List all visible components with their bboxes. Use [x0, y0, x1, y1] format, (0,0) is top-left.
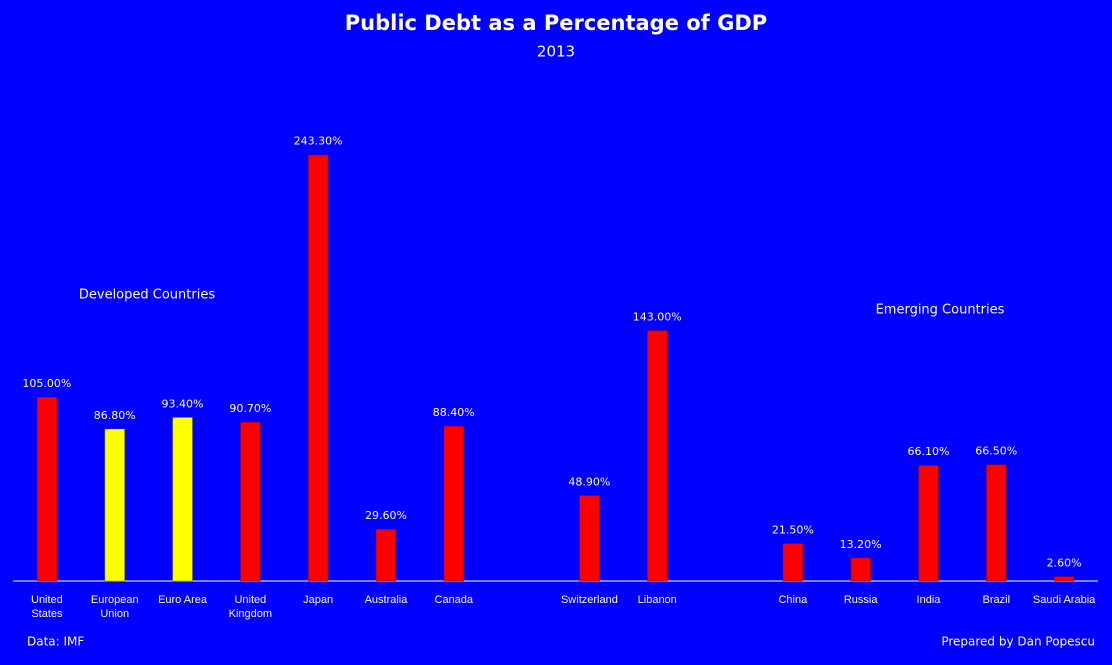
bar [850, 557, 872, 582]
data-label: 93.40% [162, 397, 204, 410]
x-tick-label: Euro Area [158, 594, 207, 606]
annotation: Developed Countries [79, 288, 215, 303]
data-label: 88.40% [433, 406, 475, 419]
x-tick-label: United States [31, 594, 63, 620]
source-note: Data: IMF [27, 635, 84, 649]
bar [36, 396, 58, 582]
x-tick-label: European Union [90, 594, 139, 620]
bar [782, 542, 804, 582]
data-label: 86.80% [94, 409, 136, 422]
bar [1053, 575, 1075, 582]
chart-title: Public Debt as a Percentage of GDP [345, 11, 767, 35]
x-tick-label: Japan [303, 594, 334, 606]
data-label: 143.00% [633, 310, 682, 323]
data-label: 66.50% [975, 444, 1017, 457]
data-label: 243.30% [294, 135, 343, 148]
data-label: 29.60% [365, 509, 407, 522]
bar [917, 464, 939, 582]
bar [104, 428, 126, 582]
bar [985, 463, 1007, 582]
data-label: 21.50% [772, 523, 814, 536]
chart-subtitle: 2013 [537, 43, 575, 61]
bar [578, 494, 600, 582]
x-tick-label: Saudi Arabia [1032, 594, 1096, 606]
bar [646, 329, 668, 582]
x-tick-label: Russia [843, 594, 878, 606]
x-tick-label: Brazil [982, 594, 1011, 606]
annotation: Emerging Countries [876, 303, 1005, 318]
bar [172, 416, 194, 582]
data-label: 90.70% [229, 402, 271, 415]
data-label: 66.10% [907, 445, 949, 458]
x-tick-label: Switzerland [560, 594, 618, 606]
x-tick-label: Australia [364, 594, 408, 606]
x-tick-label: China [778, 594, 808, 606]
x-tick-label: United Kingdom [228, 594, 273, 620]
x-tick-label: Canada [434, 594, 474, 606]
credit-note: Prepared by Dan Popescu [941, 635, 1095, 649]
bar [443, 425, 465, 582]
data-label: 13.20% [840, 538, 882, 551]
bar [307, 154, 329, 582]
data-label: 2.60% [1047, 556, 1082, 569]
x-tick-label: India [916, 594, 941, 606]
data-label: 48.90% [568, 475, 610, 488]
bar [375, 528, 397, 582]
bar [239, 421, 261, 582]
x-tick-label: Libanon [637, 594, 677, 606]
data-label: 105.00% [22, 377, 71, 390]
